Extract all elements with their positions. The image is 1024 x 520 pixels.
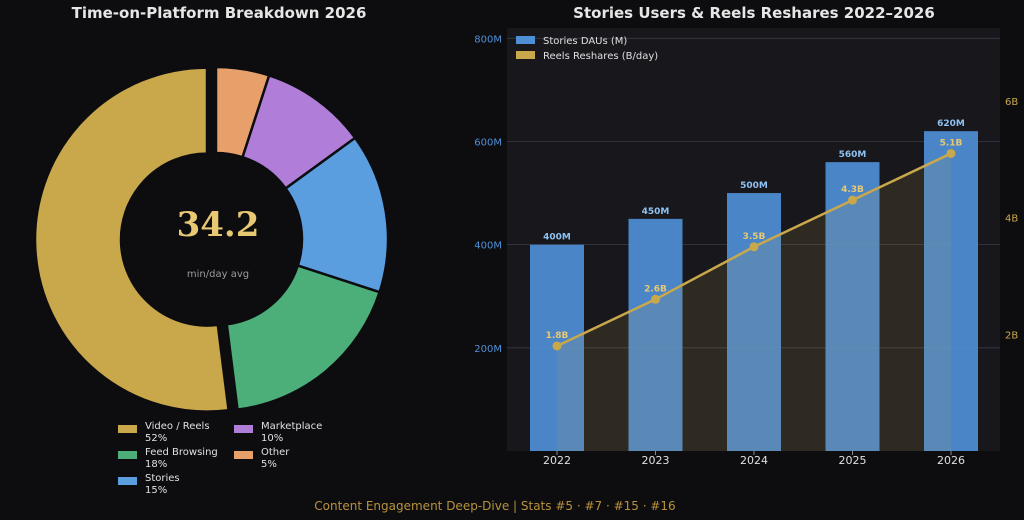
legend-value-marketplace: 10% <box>261 433 283 444</box>
right-tick-4B: 4B <box>1005 214 1018 225</box>
bar-label-2026: 620M <box>937 119 965 129</box>
bar-label-2022: 400M <box>543 233 571 243</box>
bar-series: 400M 450M 500M 560M 620M <box>530 119 978 452</box>
line-label-2023: 2.6B <box>644 284 667 294</box>
donut-slices <box>33 65 390 413</box>
legend-swatch-other <box>234 451 253 459</box>
legend-value-stories: 15% <box>145 485 167 496</box>
legend-value-feed-browsing: 18% <box>145 459 167 470</box>
legend-swatch-video-reels <box>118 425 137 433</box>
left-tick-400M: 400M <box>474 241 502 252</box>
left-tick-200M: 200M <box>474 344 502 355</box>
line-series: 1.8B 2.6B 3.5B 4.3B 5.1B <box>546 138 963 451</box>
line-point-2025 <box>848 195 857 205</box>
left-tick-600M: 600M <box>474 137 502 148</box>
donut-center-label: min/day avg <box>187 269 249 280</box>
legend-value-other: 5% <box>261 459 277 470</box>
combo-legend: Stories DAUs (M) Reels Reshares (B/day) <box>516 36 658 62</box>
donut-center-value: 34.2 <box>177 205 260 245</box>
x-tick-2025: 2025 <box>839 454 867 467</box>
x-tick-2022: 2022 <box>543 454 571 467</box>
legend-label-video-reels: Video / Reels <box>145 421 210 432</box>
legend-swatch-reels-reshares <box>516 51 535 59</box>
legend-label-other: Other <box>261 447 290 458</box>
donut-hole <box>130 153 302 325</box>
line-label-2022: 1.8B <box>546 331 569 341</box>
legend-value-video-reels: 52% <box>145 433 167 444</box>
bar-2026 <box>924 131 978 452</box>
combo-chart: Stories Users & Reels Reshares 2022–2026… <box>474 4 1018 467</box>
donut-chart: Time-on-Platform Breakdown 2026 34.2 min… <box>33 4 390 496</box>
bar-label-2025: 560M <box>839 150 867 160</box>
right-tick-2B: 2B <box>1005 330 1018 341</box>
footer-caption: Content Engagement Deep-Dive | Stats #5 … <box>314 499 675 513</box>
x-tick-2026: 2026 <box>937 454 965 467</box>
legend-swatch-marketplace <box>234 425 253 433</box>
legend-label-stories-daus: Stories DAUs (M) <box>543 36 627 47</box>
legend-swatch-stories-daus <box>516 36 535 44</box>
bar-label-2024: 500M <box>740 181 768 191</box>
line-label-2024: 3.5B <box>743 232 766 242</box>
x-tick-2024: 2024 <box>740 454 768 467</box>
left-tick-800M: 800M <box>474 34 502 45</box>
line-point-2022 <box>552 341 562 351</box>
line-point-2026 <box>946 148 956 158</box>
combo-title: Stories Users & Reels Reshares 2022–2026 <box>573 4 935 22</box>
legend-label-feed-browsing: Feed Browsing <box>145 447 218 458</box>
bar-label-2023: 450M <box>642 207 670 217</box>
line-area <box>557 153 951 451</box>
bar-2025 <box>825 162 880 451</box>
legend-label-stories: Stories <box>145 473 180 484</box>
legend-swatch-stories <box>118 477 137 485</box>
line-label-2026: 5.1B <box>940 138 963 148</box>
donut-title: Time-on-Platform Breakdown 2026 <box>72 4 367 22</box>
legend-swatch-feed-browsing <box>118 451 137 459</box>
line-point-2023 <box>651 294 660 304</box>
right-tick-6B: 6B <box>1005 97 1018 108</box>
axes: 200M 400M 600M 800M 2B 4B 6B 2022 2023 2024 2025 20… <box>474 34 1018 467</box>
legend-label-reels-reshares: Reels Reshares (B/day) <box>543 51 658 62</box>
donut-slice-video-reels <box>33 66 230 413</box>
x-tick-2023: 2023 <box>642 454 670 467</box>
line-label-2025: 4.3B <box>841 185 864 195</box>
bar-2024 <box>727 193 781 451</box>
line-point-2024 <box>749 242 759 252</box>
legend-label-marketplace: Marketplace <box>261 421 322 432</box>
bar-2023 <box>628 218 683 451</box>
